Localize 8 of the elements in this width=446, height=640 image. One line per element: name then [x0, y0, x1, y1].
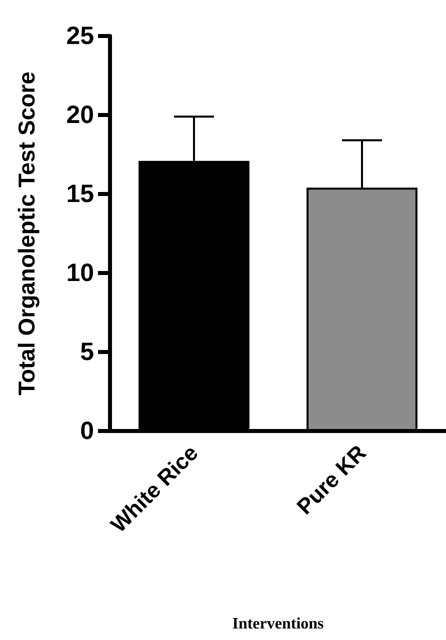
x-axis-title: Interventions	[232, 616, 324, 632]
y-tick-label: 25	[66, 22, 94, 50]
y-tick-label: 10	[66, 259, 94, 287]
y-tick-label: 0	[80, 417, 94, 445]
y-tick-label: 5	[80, 338, 94, 366]
y-tick-label: 20	[66, 101, 94, 129]
y-tick-label: 15	[66, 180, 94, 208]
y-axis-title: Total Organoleptic Test Score	[14, 72, 40, 396]
